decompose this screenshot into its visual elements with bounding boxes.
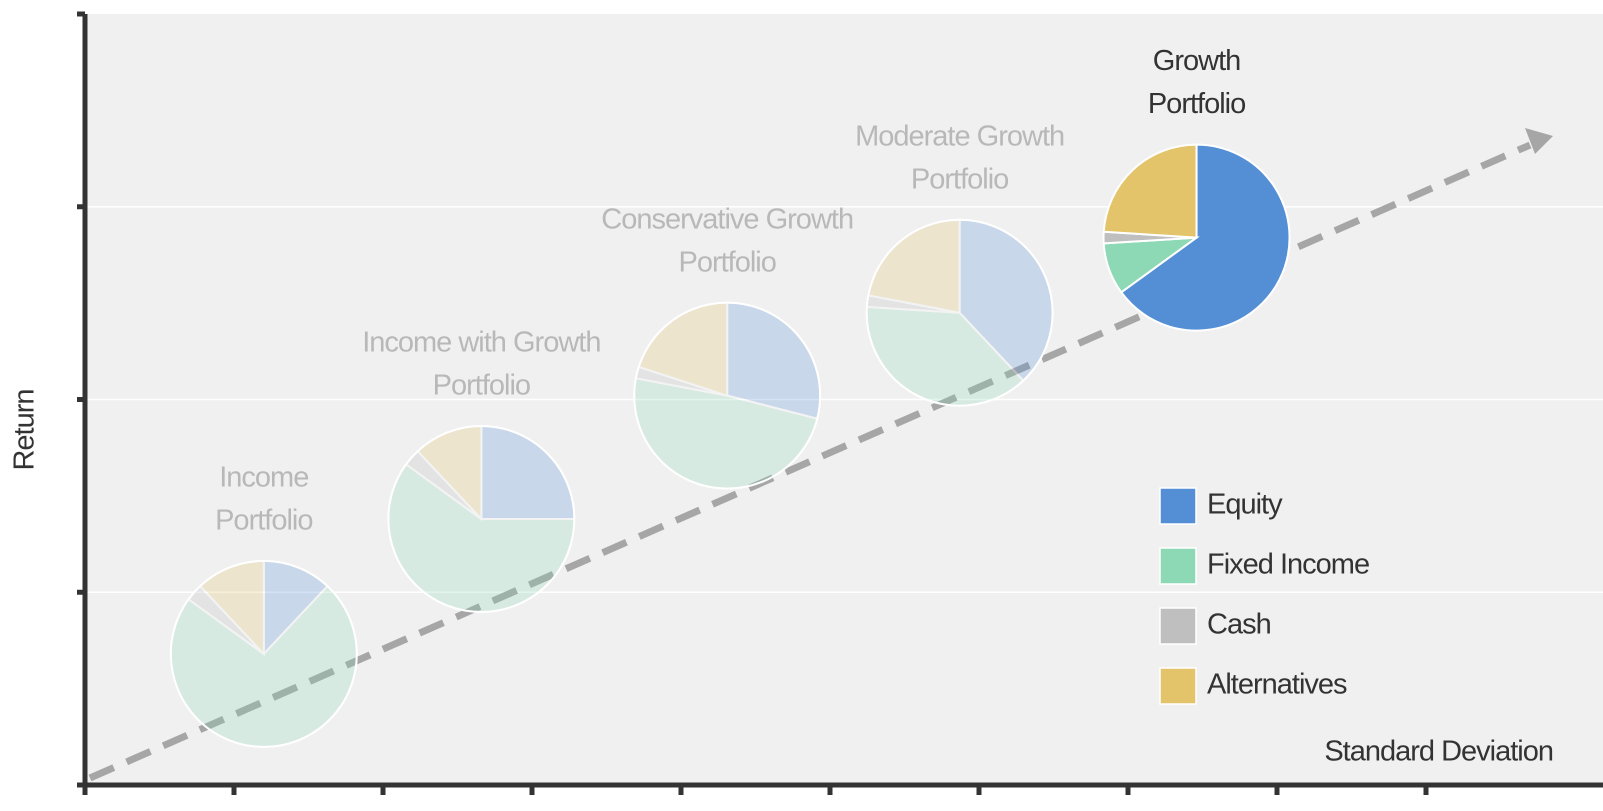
legend-label: Cash: [1207, 609, 1271, 641]
pie-slice: [1102, 143, 1198, 239]
portfolio-label: Income: [219, 462, 308, 494]
portfolio-label: Income with Growth: [362, 327, 600, 359]
arrow-head: [1525, 128, 1553, 154]
legend-label: Fixed Income: [1207, 549, 1369, 581]
portfolio-label: Portfolio: [678, 246, 775, 278]
y-axis-label: Return: [9, 389, 41, 470]
trend-arrow: [88, 141, 1532, 782]
legend-swatch: [1159, 547, 1197, 585]
portfolio-label: Portfolio: [215, 505, 312, 537]
portfolio-label: Growth: [1153, 45, 1240, 77]
legend-swatch: [1159, 487, 1197, 525]
pie-outline: [387, 425, 576, 614]
pie-outline: [169, 559, 358, 748]
pie-outline: [865, 218, 1054, 407]
portfolio-label: Portfolio: [433, 370, 530, 402]
portfolio-label: Portfolio: [1148, 88, 1245, 120]
portfolio-label: Portfolio: [911, 163, 1008, 195]
pie-outline: [633, 301, 822, 490]
x-axis-label: Standard Deviation: [1324, 736, 1553, 768]
legend-label: Equity: [1207, 489, 1283, 521]
legend-swatch: [1159, 667, 1197, 705]
legend-swatch: [1159, 607, 1197, 645]
legend-label: Alternatives: [1207, 669, 1347, 701]
portfolio-pie: [1102, 143, 1291, 332]
portfolio-label: Conservative Growth: [601, 203, 853, 235]
portfolio-label: Moderate Growth: [855, 120, 1064, 152]
pie-slice: [1119, 143, 1291, 332]
